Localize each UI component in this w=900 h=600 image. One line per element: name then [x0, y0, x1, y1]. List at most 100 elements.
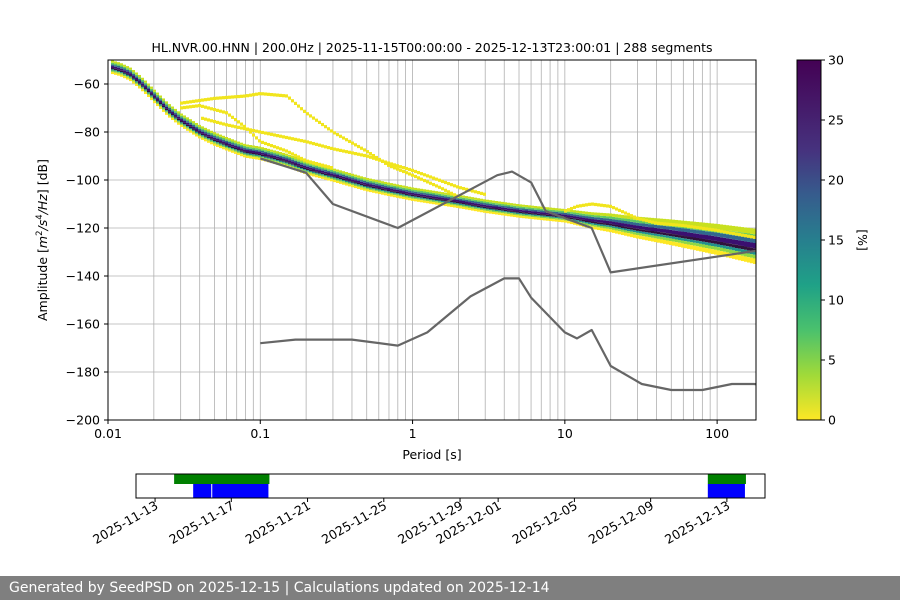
histogram-cell	[294, 165, 297, 167]
histogram-cell	[408, 195, 411, 197]
histogram-cell	[279, 160, 282, 163]
histogram-cell	[729, 238, 732, 244]
histogram-cell-sparse	[309, 160, 312, 164]
histogram-cell-sparse	[657, 221, 660, 225]
histogram-cell	[306, 171, 309, 173]
histogram-cell	[312, 170, 315, 172]
histogram-cell	[615, 214, 618, 218]
histogram-cell	[150, 90, 153, 93]
histogram-cell	[462, 204, 465, 206]
histogram-cell	[159, 102, 162, 105]
histogram-cell	[348, 175, 351, 177]
histogram-cell	[426, 191, 429, 194]
histogram-cell	[555, 219, 558, 222]
histogram-cell-sparse	[654, 221, 657, 225]
histogram-cell-sparse	[348, 150, 351, 154]
histogram-cell	[375, 182, 378, 184]
histogram-cell-sparse	[750, 235, 753, 239]
histogram-cell	[135, 81, 138, 83]
histogram-cell	[375, 183, 378, 186]
histogram-cell-sparse	[252, 93, 255, 97]
histogram-cell-sparse	[465, 187, 468, 191]
histogram-cell	[492, 209, 495, 211]
histogram-cell	[402, 191, 405, 194]
histogram-cell	[246, 153, 249, 155]
histogram-cell	[660, 232, 663, 235]
histogram-cell-sparse	[450, 183, 453, 187]
histogram-cell	[336, 169, 339, 172]
histogram-cell	[522, 206, 525, 209]
histogram-cell	[345, 174, 348, 176]
histogram-cell	[516, 203, 519, 207]
histogram-cell	[531, 214, 534, 216]
histogram-cell	[366, 180, 369, 182]
histogram-cell-sparse	[639, 217, 642, 221]
histogram-cell	[162, 103, 165, 106]
histogram-cell	[111, 68, 114, 70]
histogram-cell-sparse	[231, 124, 234, 128]
y-axis-ticks: −60−80−100−120−140−160−180−200	[66, 77, 108, 428]
histogram-cell	[657, 238, 660, 243]
histogram-cell	[744, 252, 747, 257]
histogram-cell-sparse	[594, 202, 597, 207]
histogram-cell	[252, 149, 255, 151]
histogram-cell	[279, 152, 282, 155]
histogram-cell-sparse	[342, 136, 345, 140]
histogram-cell	[723, 233, 726, 238]
histogram-cell	[372, 186, 375, 189]
histogram-cell-sparse	[261, 92, 264, 96]
histogram-cell	[699, 243, 702, 247]
histogram-cell	[531, 211, 534, 214]
histogram-cell	[222, 147, 225, 150]
histogram-cell-sparse	[393, 163, 396, 167]
histogram-cell	[354, 182, 357, 184]
histogram-cell	[381, 191, 384, 193]
histogram-cell	[297, 165, 300, 167]
histogram-cell	[228, 143, 231, 146]
histogram-cell	[639, 233, 642, 236]
histogram-cell-sparse	[327, 165, 330, 169]
histogram-cell	[273, 159, 276, 161]
histogram-cell-sparse	[681, 223, 684, 228]
histogram-cell	[345, 183, 348, 186]
histogram-cell	[525, 207, 528, 209]
histogram-cell-sparse	[354, 143, 357, 147]
histogram-cell	[324, 170, 327, 172]
histogram-cell	[477, 208, 480, 210]
histogram-cell	[675, 219, 678, 225]
histogram-cell	[219, 136, 222, 139]
histogram-cell-sparse	[306, 112, 309, 116]
histogram-cell	[153, 89, 156, 92]
histogram-cell	[351, 185, 354, 188]
histogram-cell	[381, 186, 384, 189]
histogram-cell	[321, 176, 324, 179]
histogram-cell	[366, 177, 369, 181]
histogram-cell	[441, 194, 444, 196]
histogram-cell	[315, 169, 318, 172]
histogram-cell	[174, 118, 177, 121]
histogram-cell	[585, 218, 588, 221]
histogram-cell	[144, 86, 147, 89]
histogram-cell	[276, 160, 279, 162]
histogram-cell	[588, 211, 591, 215]
histogram-cell	[378, 184, 381, 187]
histogram-cell	[444, 200, 447, 202]
histogram-cell	[573, 214, 576, 217]
histogram-cell-sparse	[351, 141, 354, 145]
histogram-cell	[252, 147, 255, 150]
histogram-cell	[138, 86, 141, 89]
histogram-cell	[648, 217, 651, 222]
histogram-cell	[669, 219, 672, 224]
histogram-cell-sparse	[474, 190, 477, 194]
histogram-cell	[186, 121, 189, 123]
histogram-cell	[225, 147, 228, 149]
histogram-cell	[378, 190, 381, 192]
histogram-cell-sparse	[441, 187, 444, 191]
histogram-cell	[630, 229, 633, 232]
histogram-cell	[516, 213, 519, 216]
histogram-cell	[555, 216, 558, 219]
histogram-cell	[447, 201, 450, 204]
histogram-cell	[753, 242, 756, 249]
histogram-cell	[177, 122, 180, 125]
histogram-cell	[450, 204, 453, 208]
